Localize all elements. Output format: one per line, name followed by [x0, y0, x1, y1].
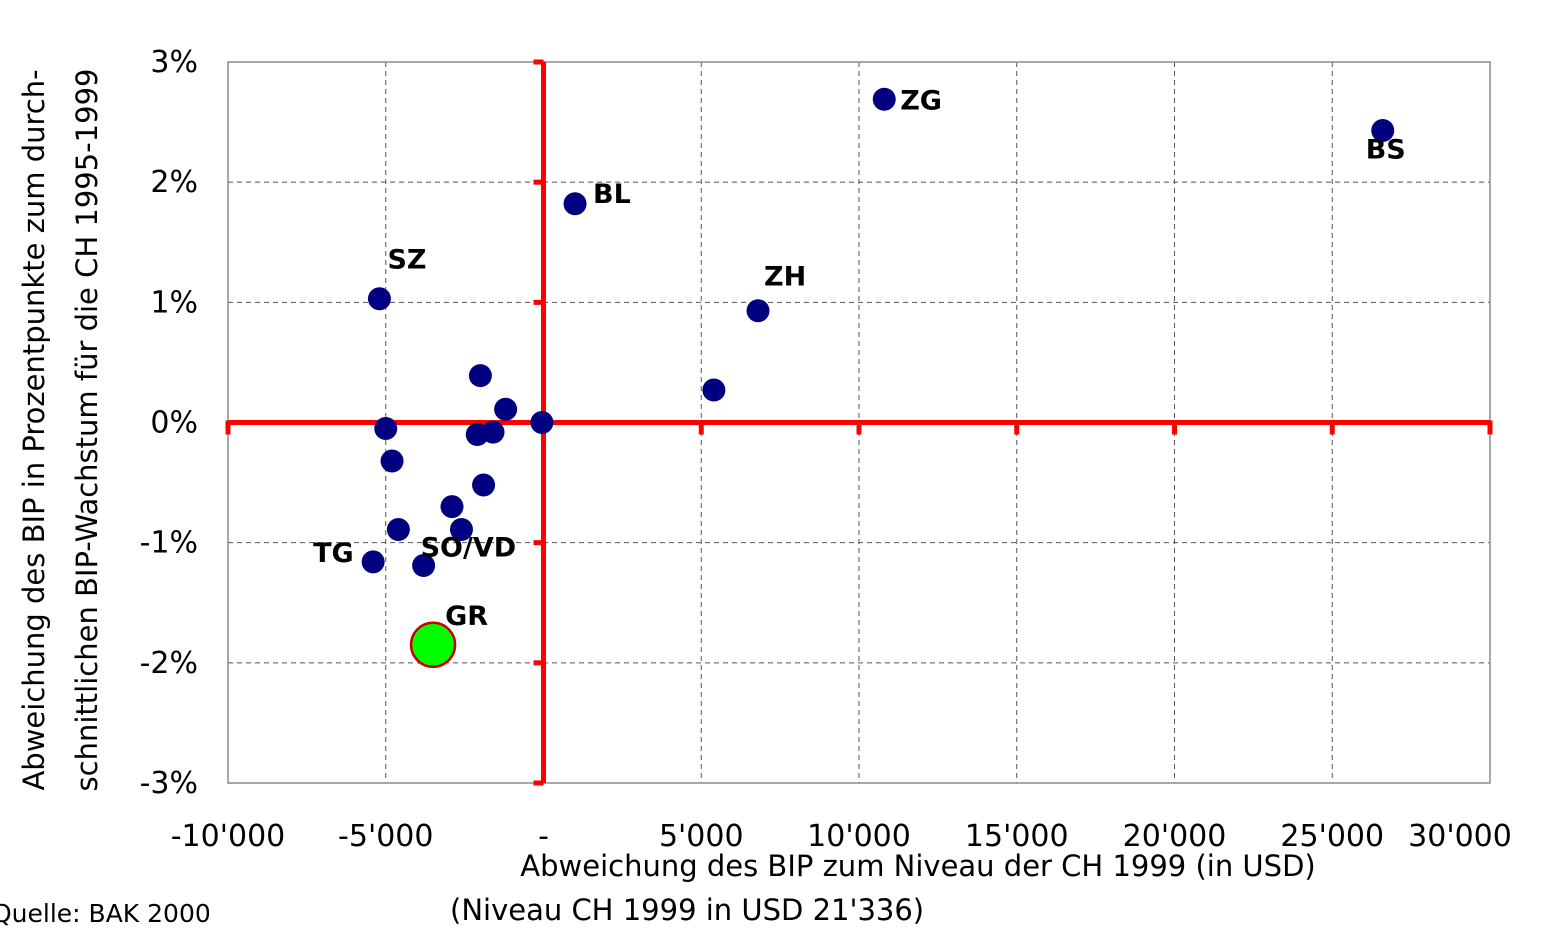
data-point [702, 378, 726, 402]
data-point [563, 192, 587, 216]
x-tick-label: 25'000 [1280, 819, 1384, 854]
data-point [472, 473, 496, 497]
point-label: ZG [900, 85, 942, 116]
x-tick-label: -10'000 [171, 819, 286, 854]
data-point [872, 87, 896, 111]
data-point [412, 553, 436, 577]
data-point [468, 364, 492, 388]
source-note: Quelle: BAK 2000 [0, 899, 211, 928]
point-label: GR [445, 601, 488, 632]
point-label: SZ [387, 245, 426, 276]
data-point [465, 423, 489, 447]
data-points [361, 87, 1395, 669]
y-axis-title-line1: Abweichung des BIP in Prozentpunkte zum … [17, 69, 51, 790]
y-tick-label: 2% [150, 165, 198, 200]
point-label: BS [1366, 134, 1406, 165]
point-label: TG [313, 538, 354, 569]
x-tick-label: - [538, 819, 549, 854]
point-label: SO/VD [421, 532, 517, 563]
data-point [380, 449, 404, 473]
data-point [386, 517, 410, 541]
y-tick-label: 1% [150, 285, 198, 320]
data-point-highlight [409, 621, 457, 669]
point-label: BL [593, 179, 631, 210]
x-axis-note: (Niveau CH 1999 in USD 21'336) [450, 893, 924, 927]
point-label: ZH [764, 262, 806, 293]
x-tick-label: 5'000 [659, 819, 744, 854]
x-axis-title: Abweichung des BIP zum Niveau der CH 199… [520, 849, 1315, 883]
data-point [746, 299, 770, 323]
data-point [494, 397, 518, 421]
point-labels: BS ZG BL ZH SZ TG SO/VD GR [313, 85, 1406, 632]
y-tick-label: -1% [140, 526, 198, 561]
y-tick-label: 0% [150, 406, 198, 441]
y-axis-title-line2: schnittlichen BIP-Wachstum für die CH 19… [70, 69, 104, 792]
y-tick-label: -2% [140, 646, 198, 681]
x-tick-label: -5'000 [338, 819, 433, 854]
x-tick-label: 20'000 [1123, 819, 1227, 854]
y-tick-label: -3% [140, 766, 198, 801]
data-point [449, 517, 473, 541]
x-tick-label: 30'000 [1408, 819, 1512, 854]
data-point [530, 411, 554, 434]
data-point [440, 495, 464, 519]
y-tick-label: 3% [150, 45, 198, 80]
x-tick-labels: -10'000 -5'000-5'000 10'000 15'000 20'000 25'… [171, 819, 1512, 854]
data-point [367, 287, 391, 311]
data-point [374, 417, 398, 441]
y-tick-labels: 3% 2% 1% 0% -1% -2% -3% [140, 45, 198, 801]
x-tick-label: 10'000 [807, 819, 911, 854]
data-point [361, 550, 385, 574]
data-point [1371, 118, 1395, 142]
x-tick-label: 15'000 [965, 819, 1069, 854]
